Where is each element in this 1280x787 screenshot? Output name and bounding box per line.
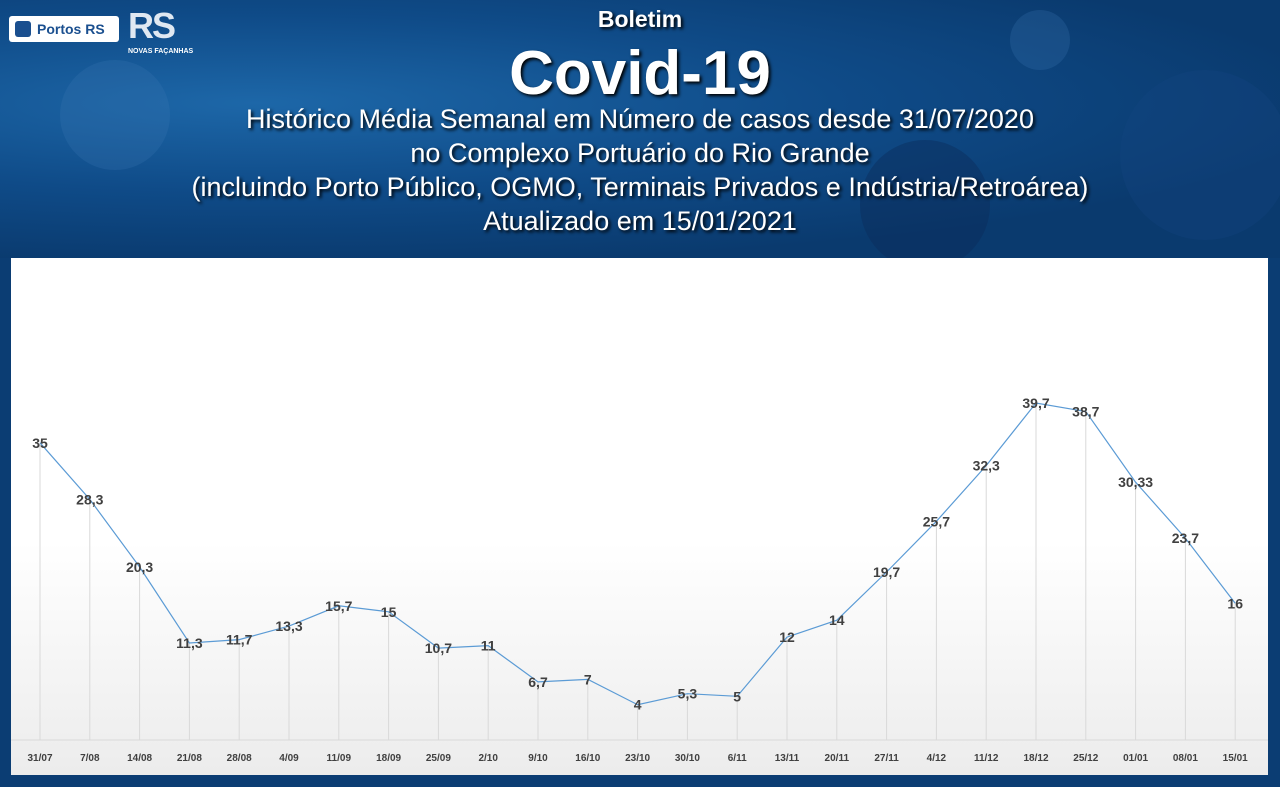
x-tick-label: 14/08 bbox=[127, 753, 152, 764]
x-tick-label: 31/07 bbox=[27, 753, 52, 764]
data-label: 14 bbox=[829, 612, 845, 628]
data-label: 13,3 bbox=[275, 618, 302, 634]
data-label: 11,7 bbox=[226, 632, 253, 648]
data-label: 10,7 bbox=[425, 640, 452, 656]
x-tick-label: 27/11 bbox=[874, 753, 899, 764]
x-tick-label: 2/10 bbox=[478, 753, 498, 764]
portos-rs-logo: Portos RS bbox=[9, 16, 119, 42]
data-label: 38,7 bbox=[1072, 403, 1099, 419]
data-label: 6,7 bbox=[528, 674, 548, 690]
data-label: 15 bbox=[381, 604, 397, 620]
line-chart: 35 28,3 20,3 11,3 11,7 13,3 15,7 15 10,7 11 6,7 7 4 5… bbox=[11, 395, 1268, 764]
title-covid: Covid-19 bbox=[509, 39, 771, 108]
x-tick-label: 4/09 bbox=[279, 753, 299, 764]
virus-decoration bbox=[1010, 10, 1070, 70]
data-label: 19,7 bbox=[873, 564, 900, 580]
data-label: 35 bbox=[32, 435, 48, 451]
data-label: 5 bbox=[733, 688, 741, 704]
data-label: 28,3 bbox=[76, 491, 103, 507]
subtitle-line-4: Atualizado em 15/01/2021 bbox=[483, 206, 797, 236]
chart-panel: 35 28,3 20,3 11,3 11,7 13,3 15,7 15 10,7 11 6,7 7 4 5… bbox=[11, 258, 1268, 775]
x-tick-label: 7/08 bbox=[80, 753, 100, 764]
x-tick-label: 11/12 bbox=[974, 753, 999, 764]
x-tick-label: 25/12 bbox=[1073, 753, 1098, 764]
gov-rs-logo-text: RS bbox=[128, 5, 176, 46]
data-label: 32,3 bbox=[973, 458, 1000, 474]
portos-rs-logo-text: Portos RS bbox=[37, 21, 105, 37]
data-label: 5,3 bbox=[678, 686, 698, 702]
data-label: 23,7 bbox=[1172, 530, 1199, 546]
data-label: 39,7 bbox=[1022, 395, 1049, 411]
x-tick-label: 21/08 bbox=[177, 753, 202, 764]
title-boletim: Boletim bbox=[597, 6, 683, 32]
series-line bbox=[39, 402, 1236, 706]
x-tick-label: 4/12 bbox=[927, 753, 947, 764]
x-tick-label: 6/11 bbox=[728, 753, 747, 764]
x-tick-label: 08/01 bbox=[1173, 753, 1198, 764]
data-label: 16 bbox=[1227, 595, 1243, 611]
x-tick-label: 15/01 bbox=[1223, 753, 1248, 764]
x-tick-label: 13/11 bbox=[775, 753, 800, 764]
data-label: 15,7 bbox=[325, 598, 352, 614]
x-tick-label: 18/12 bbox=[1023, 753, 1048, 764]
x-tick-label: 01/01 bbox=[1123, 753, 1148, 764]
subtitle-line-1: Histórico Média Semanal em Número de cas… bbox=[246, 104, 1034, 134]
data-label: 20,3 bbox=[126, 559, 153, 575]
data-label: 4 bbox=[634, 697, 642, 713]
virus-decoration bbox=[860, 140, 990, 258]
data-label: 11 bbox=[481, 638, 496, 654]
x-tick-label: 9/10 bbox=[528, 753, 548, 764]
x-tick-label: 30/10 bbox=[675, 753, 700, 764]
virus-decoration bbox=[1120, 70, 1280, 240]
x-tick-label: 20/11 bbox=[825, 753, 850, 764]
x-tick-label: 25/09 bbox=[426, 753, 451, 764]
data-label: 30,33 bbox=[1118, 474, 1153, 490]
data-label: 25,7 bbox=[923, 513, 950, 529]
banner: Portos RS RS NOVAS FAÇANHAS Boletim Covi… bbox=[0, 0, 1280, 258]
virus-decoration bbox=[60, 60, 170, 170]
gov-rs-logo: RS NOVAS FAÇANHAS bbox=[128, 8, 203, 70]
flag-icon bbox=[15, 21, 31, 37]
subtitle-line-2: no Complexo Portuário do Rio Grande bbox=[410, 138, 870, 168]
subtitle-line-3: (incluindo Porto Público, OGMO, Terminai… bbox=[191, 172, 1089, 202]
data-label: 7 bbox=[584, 671, 592, 687]
gov-rs-tagline: NOVAS FAÇANHAS bbox=[128, 48, 194, 55]
data-label: 11,3 bbox=[176, 635, 203, 651]
x-tick-label: 23/10 bbox=[625, 753, 650, 764]
x-tick-label: 11/09 bbox=[327, 753, 352, 764]
x-tick-label: 18/09 bbox=[376, 753, 401, 764]
x-tick-label: 28/08 bbox=[227, 753, 252, 764]
data-label: 12 bbox=[779, 629, 795, 645]
x-tick-label: 16/10 bbox=[575, 753, 600, 764]
